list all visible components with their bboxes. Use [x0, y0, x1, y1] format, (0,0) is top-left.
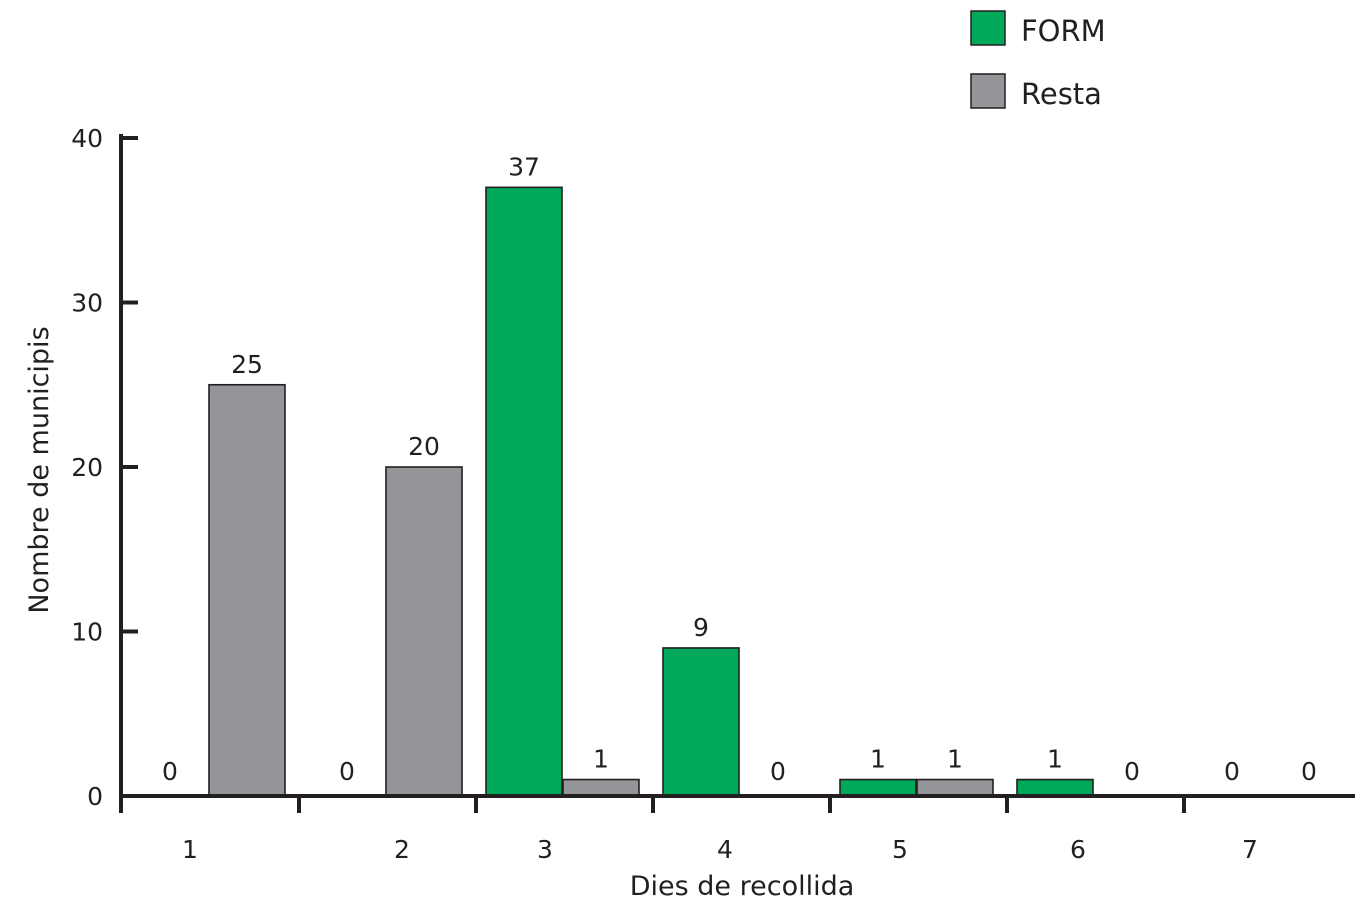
- bar-form-3: [485, 186, 563, 797]
- bar-resta-1: [208, 383, 286, 797]
- legend-label-form: FORM: [1021, 14, 1106, 48]
- data-label-resta-2: 20: [408, 432, 440, 461]
- bar-resta-3: [562, 778, 640, 797]
- x-tick-label-3: 3: [537, 835, 553, 864]
- x-tick-label-4: 4: [717, 835, 733, 864]
- data-label-resta-1: 25: [231, 350, 263, 379]
- y-tick-label-40: 40: [71, 124, 103, 153]
- legend: FORM Resta: [970, 10, 1106, 111]
- bar-resta-5: [916, 778, 994, 797]
- data-label-resta-3: 1: [593, 745, 609, 774]
- legend-label-resta: Resta: [1021, 77, 1102, 111]
- x-tick-label-7: 7: [1242, 835, 1258, 864]
- data-label-resta-4: 0: [770, 757, 786, 786]
- y-axis-title: Nombre de municipis: [24, 326, 55, 613]
- data-label-form-3: 37: [508, 152, 540, 181]
- legend-swatch-resta: [970, 73, 1006, 109]
- bar-form-5: [839, 778, 917, 797]
- bar-resta-2: [385, 466, 463, 797]
- data-label-form-4: 9: [693, 613, 709, 642]
- data-label-form-6: 1: [1047, 745, 1063, 774]
- data-label-resta-7: 0: [1301, 757, 1317, 786]
- data-label-form-2: 0: [339, 757, 355, 786]
- x-axis-title: Dies de recollida: [630, 871, 855, 902]
- bars-layer: [208, 186, 1094, 797]
- data-label-resta-6: 0: [1124, 757, 1140, 786]
- bar-form-6: [1016, 778, 1094, 797]
- data-label-form-5: 1: [870, 745, 886, 774]
- y-tick-label-30: 30: [71, 289, 103, 318]
- x-tick-label-2: 2: [394, 835, 410, 864]
- legend-swatch-form: [970, 10, 1006, 46]
- bar-form-4: [662, 647, 740, 797]
- data-label-form-7: 0: [1224, 757, 1240, 786]
- x-tick-label-1: 1: [182, 835, 198, 864]
- x-tick-label-5: 5: [892, 835, 908, 864]
- x-tick-label-6: 6: [1070, 835, 1086, 864]
- y-tick-label-10: 10: [71, 618, 103, 647]
- y-tick-label-0: 0: [87, 782, 103, 811]
- axes-layer: [119, 134, 1355, 813]
- data-label-form-1: 0: [162, 757, 178, 786]
- data-label-resta-5: 1: [947, 745, 963, 774]
- y-tick-label-20: 20: [71, 453, 103, 482]
